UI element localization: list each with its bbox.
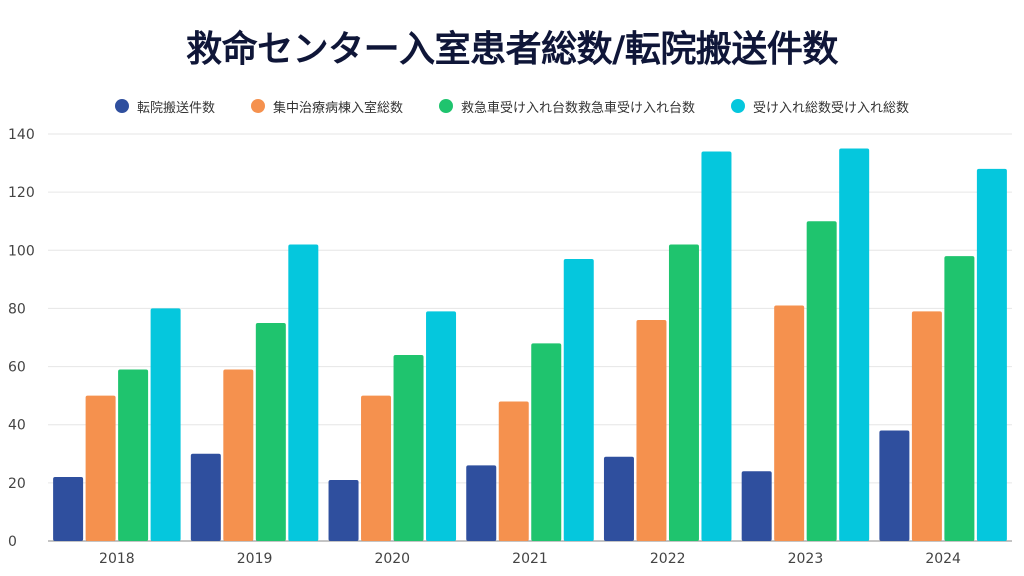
legend-label: 受け入れ総数受け入れ総数 xyxy=(753,100,910,116)
bar xyxy=(563,259,594,541)
bar xyxy=(393,354,424,541)
bar xyxy=(190,453,221,541)
bar xyxy=(774,305,805,541)
x-tick-label: 2023 xyxy=(788,551,824,567)
legend-dot xyxy=(731,99,746,113)
bar xyxy=(839,148,870,542)
bar xyxy=(944,256,975,541)
bar xyxy=(223,369,254,541)
bar xyxy=(636,320,667,541)
bar xyxy=(879,430,910,541)
legend-label: 転院搬送件数 xyxy=(136,100,215,116)
bar xyxy=(255,322,286,541)
bar xyxy=(426,311,457,541)
bar xyxy=(603,456,634,541)
bar xyxy=(150,308,181,541)
bar xyxy=(498,401,529,541)
bar xyxy=(328,479,359,541)
x-tick-label: 2024 xyxy=(925,551,961,567)
x-tick-label: 2018 xyxy=(99,551,135,567)
chart-title: 救命センター入室患者総数/転院搬送件数 xyxy=(186,29,838,70)
bar xyxy=(976,168,1007,541)
x-tick-label: 2022 xyxy=(650,551,686,567)
bar xyxy=(668,244,699,541)
y-tick-label: 100 xyxy=(8,243,35,259)
y-tick-label: 120 xyxy=(8,185,35,201)
bar xyxy=(85,395,116,541)
legend-dot xyxy=(250,99,265,113)
bar xyxy=(531,343,562,541)
bar xyxy=(288,244,319,541)
legend-dot xyxy=(114,99,129,113)
bar xyxy=(806,221,837,541)
bar xyxy=(118,369,149,541)
legend-item-icu[interactable]: 集中治療病棟入室総数 xyxy=(250,97,403,116)
bar xyxy=(53,477,84,541)
legend-dot xyxy=(439,99,453,113)
legend-item-transfer[interactable]: 転院搬送件数 xyxy=(114,97,215,116)
y-tick-label: 80 xyxy=(8,301,26,317)
legend-item-ambulance[interactable]: 救急車受け入れ台数救急車受け入れ台数 xyxy=(439,97,695,116)
bar xyxy=(911,311,942,541)
x-tick-label: 2021 xyxy=(512,551,548,567)
y-tick-label: 0 xyxy=(8,534,17,550)
y-tick-label: 140 xyxy=(8,127,35,143)
x-tick-label: 2020 xyxy=(374,551,410,567)
bar xyxy=(361,395,392,541)
legend-label: 救急車受け入れ台数救急車受け入れ台数 xyxy=(461,100,696,116)
bar xyxy=(701,151,732,541)
legend: 転院搬送件数 集中治療病棟入室総数 救急車受け入れ台数救急車受け入れ台数 受け入… xyxy=(0,94,1024,118)
x-tick-label: 2019 xyxy=(237,551,273,567)
legend-item-total[interactable]: 受け入れ総数受け入れ総数 xyxy=(731,97,909,116)
legend-label: 集中治療病棟入室総数 xyxy=(272,100,403,116)
y-tick-label: 60 xyxy=(8,360,26,376)
y-tick-label: 20 xyxy=(8,476,26,492)
bar xyxy=(466,465,497,541)
bar xyxy=(741,471,772,541)
y-tick-label: 40 xyxy=(8,418,26,434)
